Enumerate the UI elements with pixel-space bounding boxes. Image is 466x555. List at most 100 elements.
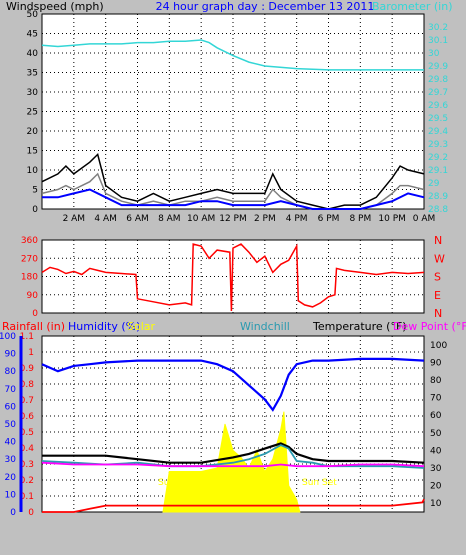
barometer-tick-label: 29.6 — [428, 101, 448, 111]
rainfall-tick-label: 0.8 — [20, 380, 35, 390]
tick-labels: 0 5 10 15 20 25 30 35 40 45 50 28.8 28.9 29 29.1 29.2 29… — [27, 10, 449, 224]
temperature-tick-label: 50 — [430, 429, 442, 439]
series-humidity — [41, 357, 425, 412]
time-tick-label: 6 AM — [126, 214, 149, 224]
compass-tick-label: E — [434, 289, 441, 302]
time-tick-label: 10 PM — [378, 214, 406, 224]
temperature-tick-label: 100 — [430, 341, 447, 351]
series-rainfall — [42, 498, 425, 513]
rainfall-axis-label: Rainfall (in) — [2, 320, 65, 333]
compass-tick-label: N — [434, 307, 442, 320]
series-temperature — [42, 442, 425, 464]
tick-labels: 0 0.1 0.2 0.3 0.4 0.5 0.6 0.7 0.8 0.9 1 1.1 0 10 20 30 4… — [0, 332, 447, 518]
barometer-tick-label: 30.1 — [428, 36, 448, 46]
windspeed-tick-label: 35 — [27, 69, 38, 79]
humidity-tick-label: 0 — [10, 508, 16, 518]
rainfall-tick-label: 0.5 — [20, 428, 34, 438]
windspeed-tick-label: 40 — [27, 49, 39, 59]
time-tick-label: 2 AM — [63, 214, 86, 224]
series-wind-avg — [42, 188, 425, 210]
wind-direction-panel: 0 N 90 E 180 S 270 W 360 N — [21, 234, 445, 320]
windspeed-axis-label: Windspeed (mph) — [6, 0, 104, 13]
direction-tick-label: 360 — [21, 236, 38, 246]
series-wind-direction — [41, 243, 425, 312]
windspeed-tick-label: 30 — [27, 88, 39, 98]
temperature-axis-label: Temperature (°F) — [312, 320, 407, 333]
barometer-tick-label: 29.2 — [428, 153, 448, 163]
humidity-tick-label: 80 — [5, 367, 17, 377]
humidity-tick-label: 30 — [5, 455, 17, 465]
rainfall-tick-label: 0.2 — [20, 476, 34, 486]
barometer-tick-label: 29.4 — [428, 127, 448, 137]
series-barometer — [41, 39, 424, 71]
temperature-tick-label: 30 — [430, 464, 442, 474]
windspeed-tick-label: 10 — [27, 166, 39, 176]
windchill-legend-label: Windchill — [240, 320, 290, 333]
temperature-tick-label: 20 — [430, 482, 442, 492]
time-tick-label: 6 PM — [318, 214, 340, 224]
compass-tick-label: W — [434, 252, 445, 265]
barometer-tick-label: 29 — [428, 179, 440, 189]
rainfall-tick-label: 0.7 — [20, 396, 34, 406]
windspeed-tick-label: 15 — [27, 147, 38, 157]
windspeed-tick-label: 0 — [32, 205, 38, 215]
series-layer — [41, 39, 425, 210]
series-layer — [41, 243, 425, 312]
chart-title: 24 hour graph day : December 13 2011 — [156, 0, 375, 13]
windspeed-tick-label: 5 — [32, 186, 38, 196]
rainfall-tick-label: 0 — [28, 508, 34, 518]
solar-legend-label: Solar — [127, 320, 156, 333]
rainfall-tick-label: 0.1 — [20, 492, 34, 502]
series-wind-gust — [41, 152, 425, 210]
series-solar-area — [162, 411, 301, 513]
barometer-tick-label: 30 — [428, 49, 440, 59]
humidity-tick-label: 70 — [5, 385, 17, 395]
temperature-humidity-panel: 0 0.1 0.2 0.3 0.4 0.5 0.6 0.7 0.8 0.9 1 1.1 0 10 20 30 4… — [0, 320, 466, 518]
windspeed-tick-label: 45 — [27, 30, 38, 40]
windspeed-tick-label: 20 — [27, 127, 39, 137]
windspeed-barometer-panel: 0 5 10 15 20 25 30 35 40 45 50 28.8 28.9 29 29.1 29.2 29… — [6, 0, 453, 224]
windspeed-tick-label: 25 — [27, 108, 38, 118]
time-tick-label: 2 PM — [254, 214, 276, 224]
barometer-axis-label: Barometer (in) — [372, 0, 453, 13]
rainfall-tick-label: 0.3 — [20, 460, 34, 470]
sunrise-annotation: Sun Rise — [158, 478, 197, 488]
direction-tick-label: 0 — [32, 309, 38, 319]
compass-tick-label: N — [434, 234, 442, 247]
temperature-tick-label: 70 — [430, 394, 442, 404]
time-tick-label: 4 AM — [94, 214, 117, 224]
humidity-tick-label: 20 — [5, 473, 17, 483]
time-tick-label: 4 PM — [286, 214, 308, 224]
direction-tick-label: 180 — [21, 273, 38, 283]
barometer-tick-label: 29.3 — [428, 140, 448, 150]
temperature-tick-label: 80 — [430, 376, 442, 386]
temperature-tick-label: 40 — [430, 446, 442, 456]
temperature-tick-label: 10 — [430, 499, 442, 509]
barometer-tick-label: 29.1 — [428, 166, 448, 176]
barometer-tick-label: 28.8 — [428, 205, 448, 215]
rainfall-tick-label: 0.4 — [20, 444, 35, 454]
sunset-annotation: Sun Set — [302, 478, 337, 488]
series-dew-point — [41, 461, 425, 468]
rainfall-tick-label: 0.6 — [20, 412, 35, 422]
compass-tick-label: S — [434, 271, 441, 284]
barometer-tick-label: 29.7 — [428, 88, 448, 98]
humidity-tick-label: 60 — [5, 402, 17, 412]
rainfall-tick-label: 1.1 — [20, 332, 34, 342]
humidity-tick-label: 100 — [0, 332, 16, 342]
temperature-tick-label: 60 — [430, 411, 442, 421]
time-tick-label: 0 AM — [413, 214, 436, 224]
humidity-tick-label: 40 — [5, 438, 17, 448]
barometer-tick-label: 28.9 — [428, 192, 448, 202]
humidity-tick-label: 10 — [5, 490, 17, 500]
time-tick-label: 12 PM — [219, 214, 247, 224]
time-tick-label: 8 AM — [158, 214, 181, 224]
dewpoint-axis-label: Dew Point (°F) — [393, 320, 466, 333]
humidity-tick-label: 90 — [5, 350, 17, 360]
barometer-tick-label: 29.9 — [428, 62, 448, 72]
direction-tick-label: 270 — [21, 254, 38, 264]
tick-labels: 0 N 90 E 180 S 270 W 360 N — [21, 234, 445, 320]
time-tick-label: 10 AM — [187, 214, 215, 224]
